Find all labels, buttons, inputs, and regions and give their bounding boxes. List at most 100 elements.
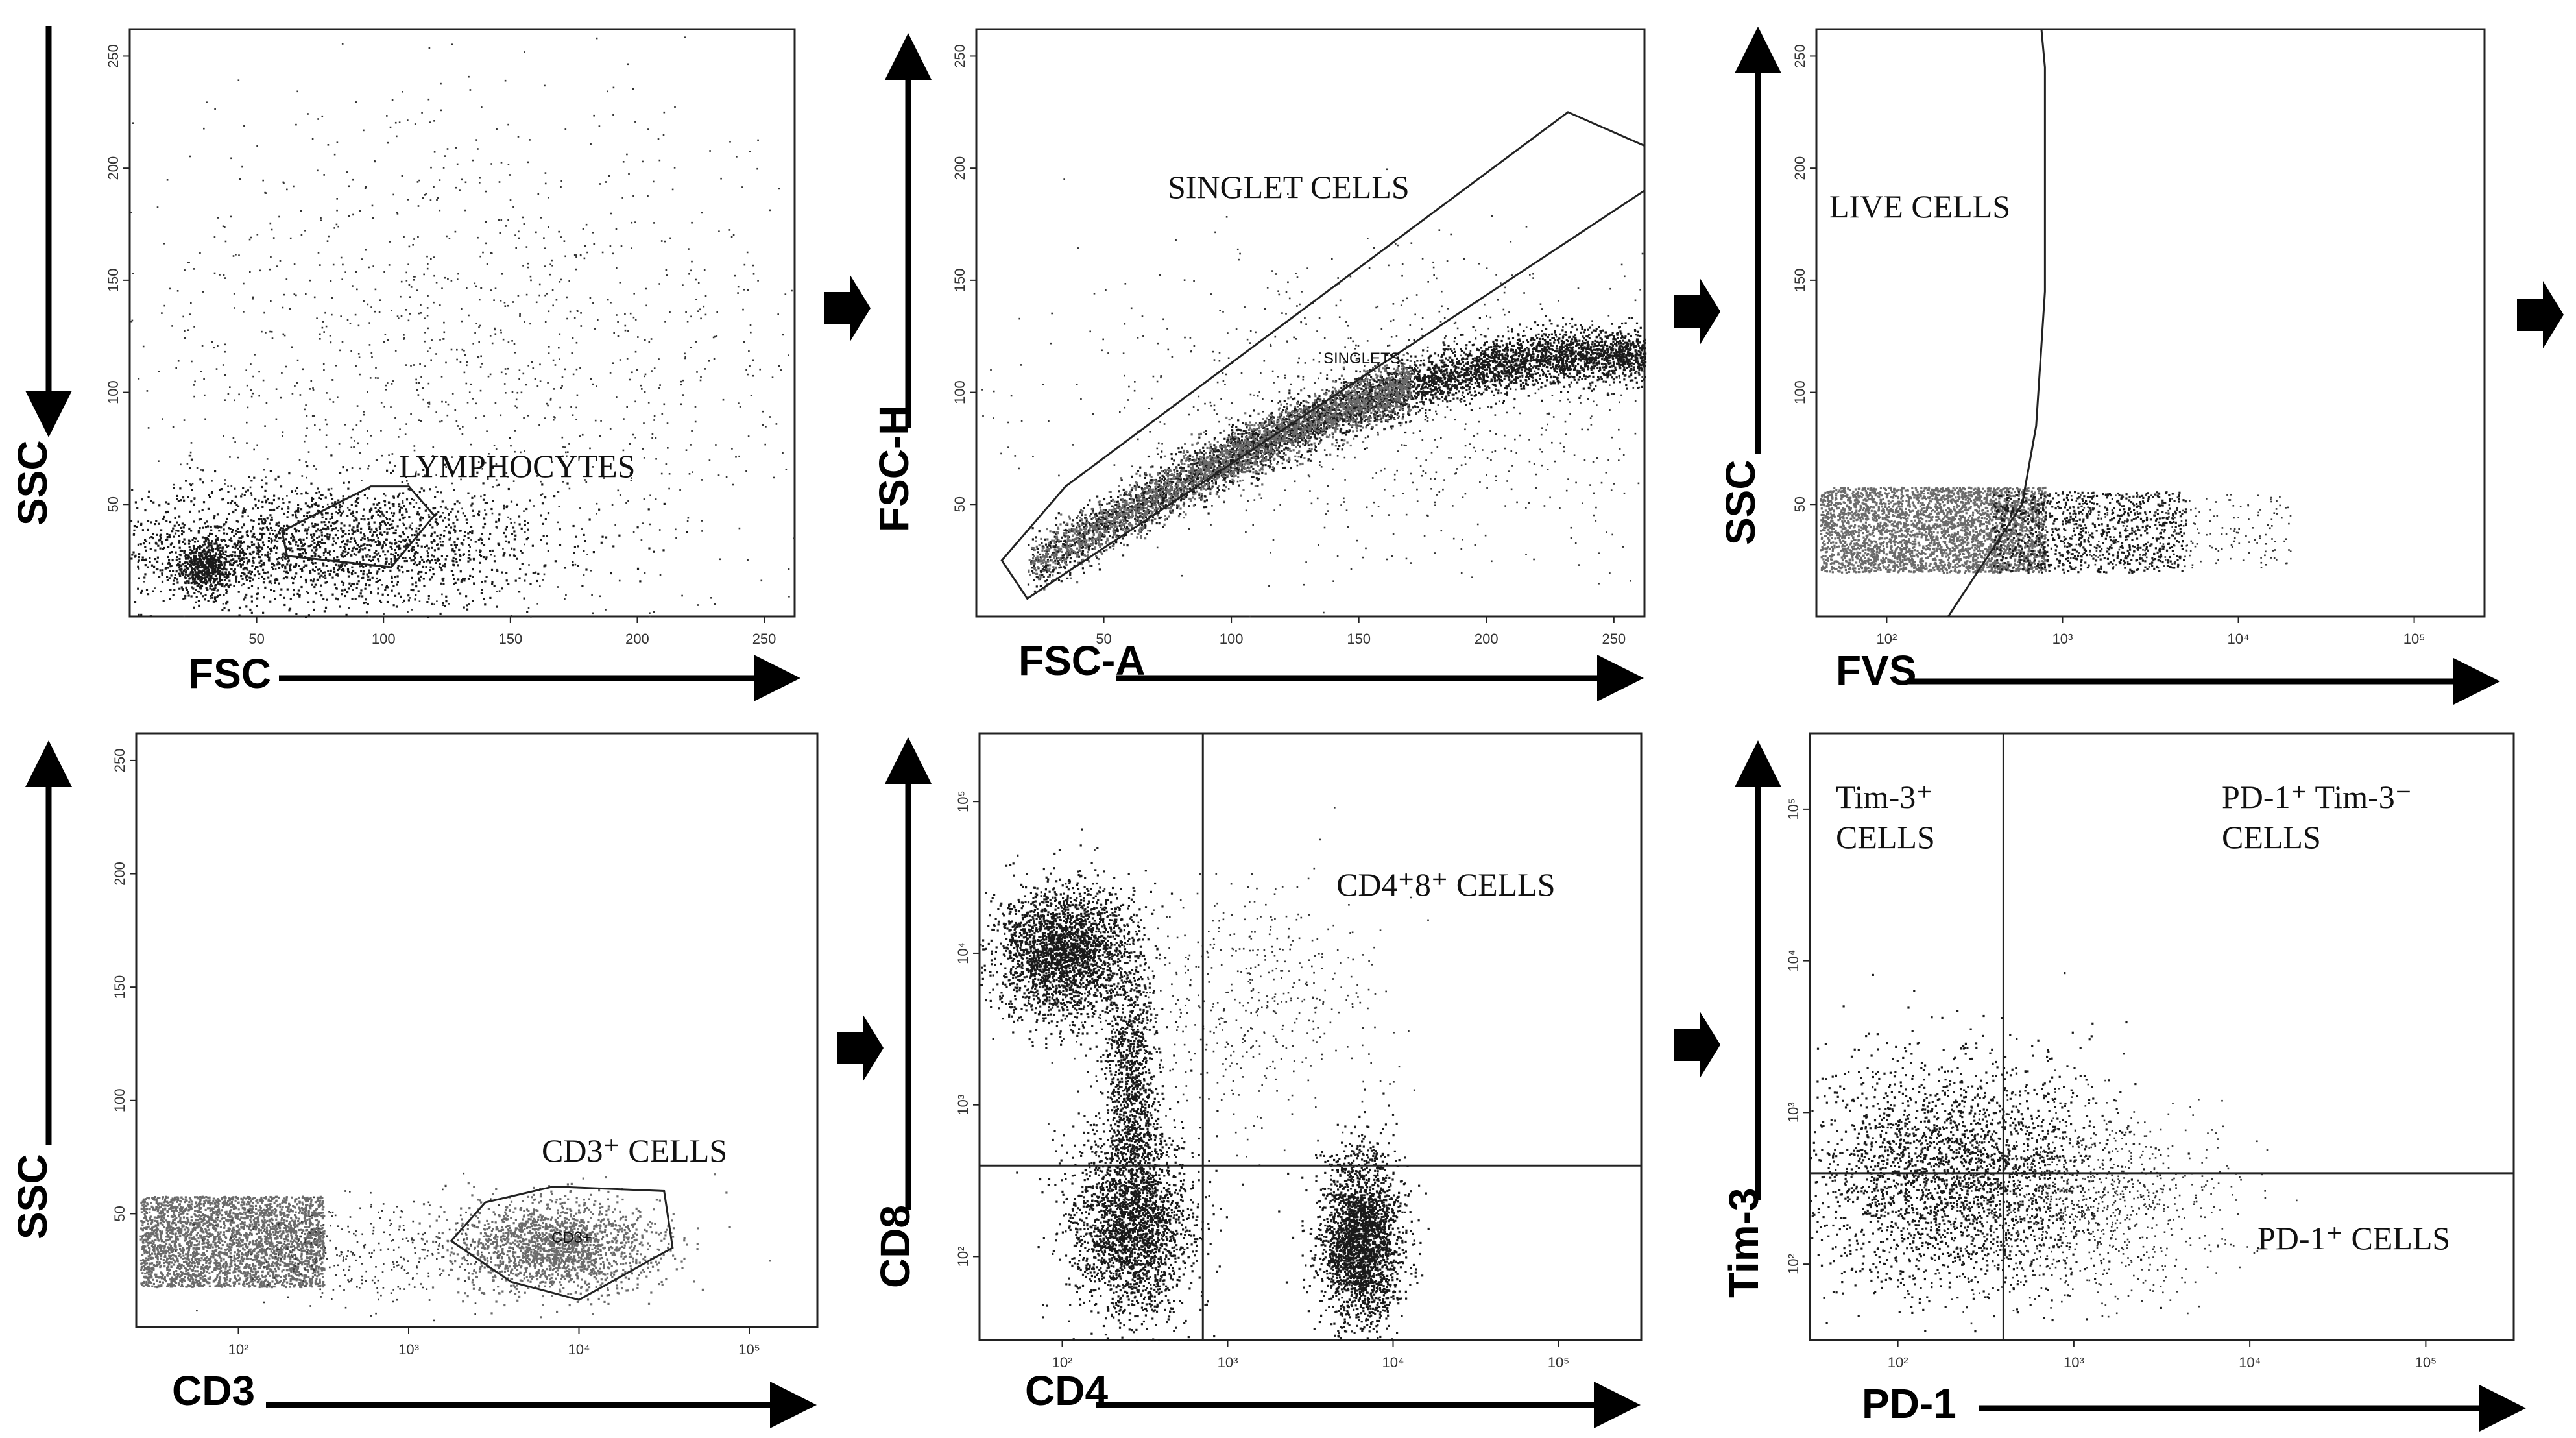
event-dot — [261, 506, 263, 508]
event-dot — [376, 578, 378, 579]
event-dot — [494, 585, 496, 587]
event-dot — [498, 513, 500, 515]
event-dot — [483, 544, 485, 546]
event-dot — [193, 504, 195, 506]
event-dot — [326, 565, 328, 567]
event-dot — [454, 553, 456, 555]
event-dot — [283, 597, 285, 599]
event-dot — [315, 592, 317, 594]
event-dot — [280, 589, 282, 591]
event-dot — [289, 567, 291, 569]
event-dot — [426, 566, 427, 568]
gating-figure: 50 100 150 200 25050100150200250LYMPHOCYTESF… — [0, 0, 2576, 1438]
event-dot — [518, 577, 520, 579]
event-dot — [317, 579, 319, 581]
event-dot — [394, 539, 396, 541]
event-dot — [278, 497, 280, 499]
event-dot — [325, 528, 327, 530]
event-dot — [261, 501, 263, 503]
event-dot — [356, 511, 358, 513]
event-dot — [365, 588, 367, 590]
event-dot — [335, 564, 337, 566]
event-dot — [362, 515, 364, 517]
event-dot — [413, 555, 415, 557]
event-dot — [389, 570, 391, 572]
event-dot — [511, 501, 512, 503]
event-dot — [291, 550, 293, 552]
event-dot — [314, 570, 316, 572]
event-dot — [268, 540, 270, 542]
event-dot — [452, 522, 454, 524]
event-dot — [372, 577, 374, 579]
event-dot — [361, 537, 363, 539]
event-dot — [340, 554, 342, 555]
event-dot — [417, 545, 419, 547]
event-dot — [421, 487, 423, 489]
event-dot — [548, 550, 549, 552]
event-dot — [408, 599, 410, 601]
event-dot — [232, 529, 234, 531]
event-dot — [146, 589, 148, 591]
event-dot — [463, 554, 465, 555]
event-dot — [405, 539, 407, 541]
event-dot — [418, 579, 420, 581]
event-dot — [315, 584, 317, 586]
event-dot — [405, 527, 407, 529]
event-dot — [202, 509, 204, 511]
event-dot — [352, 598, 354, 600]
event-dot — [162, 563, 163, 565]
event-dot — [175, 517, 176, 519]
event-dot — [322, 494, 324, 496]
event-dot — [484, 603, 486, 605]
event-dot — [194, 541, 196, 542]
event-dot — [241, 515, 243, 517]
event-dot — [317, 487, 319, 489]
event-dot — [293, 594, 295, 596]
event-dot — [253, 544, 255, 546]
event-dot — [527, 529, 529, 531]
event-dot — [176, 498, 178, 500]
event-dot — [402, 514, 403, 516]
event-dot — [204, 594, 206, 596]
event-dot — [274, 539, 276, 541]
event-dot — [348, 481, 350, 483]
event-dot — [445, 507, 447, 509]
event-dot — [483, 499, 485, 501]
event-dot — [144, 546, 146, 548]
event-dot — [319, 530, 321, 531]
event-dot — [391, 548, 392, 550]
event-dot — [226, 518, 228, 520]
event-dot — [334, 583, 336, 585]
event-dot — [355, 501, 357, 503]
event-dot — [332, 544, 334, 546]
event-dot — [302, 552, 304, 554]
event-dot — [294, 576, 296, 578]
event-dot — [485, 502, 487, 504]
event-dot — [331, 594, 333, 596]
event-dot — [257, 507, 259, 509]
event-dot — [134, 555, 136, 557]
event-dot — [363, 518, 365, 520]
event-dot — [296, 487, 298, 489]
event-dot — [239, 531, 241, 533]
event-dot — [178, 554, 180, 555]
event-dot — [187, 496, 189, 498]
event-dot — [368, 584, 370, 586]
event-dot — [150, 500, 152, 502]
event-dot — [479, 570, 481, 572]
event-dot — [278, 583, 280, 585]
event-dot — [328, 536, 330, 538]
event-dot — [487, 502, 488, 504]
event-dot — [265, 482, 267, 484]
event-dot — [348, 576, 350, 578]
event-dot — [309, 572, 311, 574]
event-dot — [360, 545, 362, 547]
event-dot — [394, 532, 396, 534]
event-dot — [193, 548, 195, 550]
event-dot — [490, 554, 492, 555]
event-dot — [306, 591, 307, 592]
event-dot — [134, 601, 136, 603]
event-dot — [474, 495, 475, 497]
event-dot — [185, 480, 187, 481]
event-dot — [306, 512, 308, 514]
